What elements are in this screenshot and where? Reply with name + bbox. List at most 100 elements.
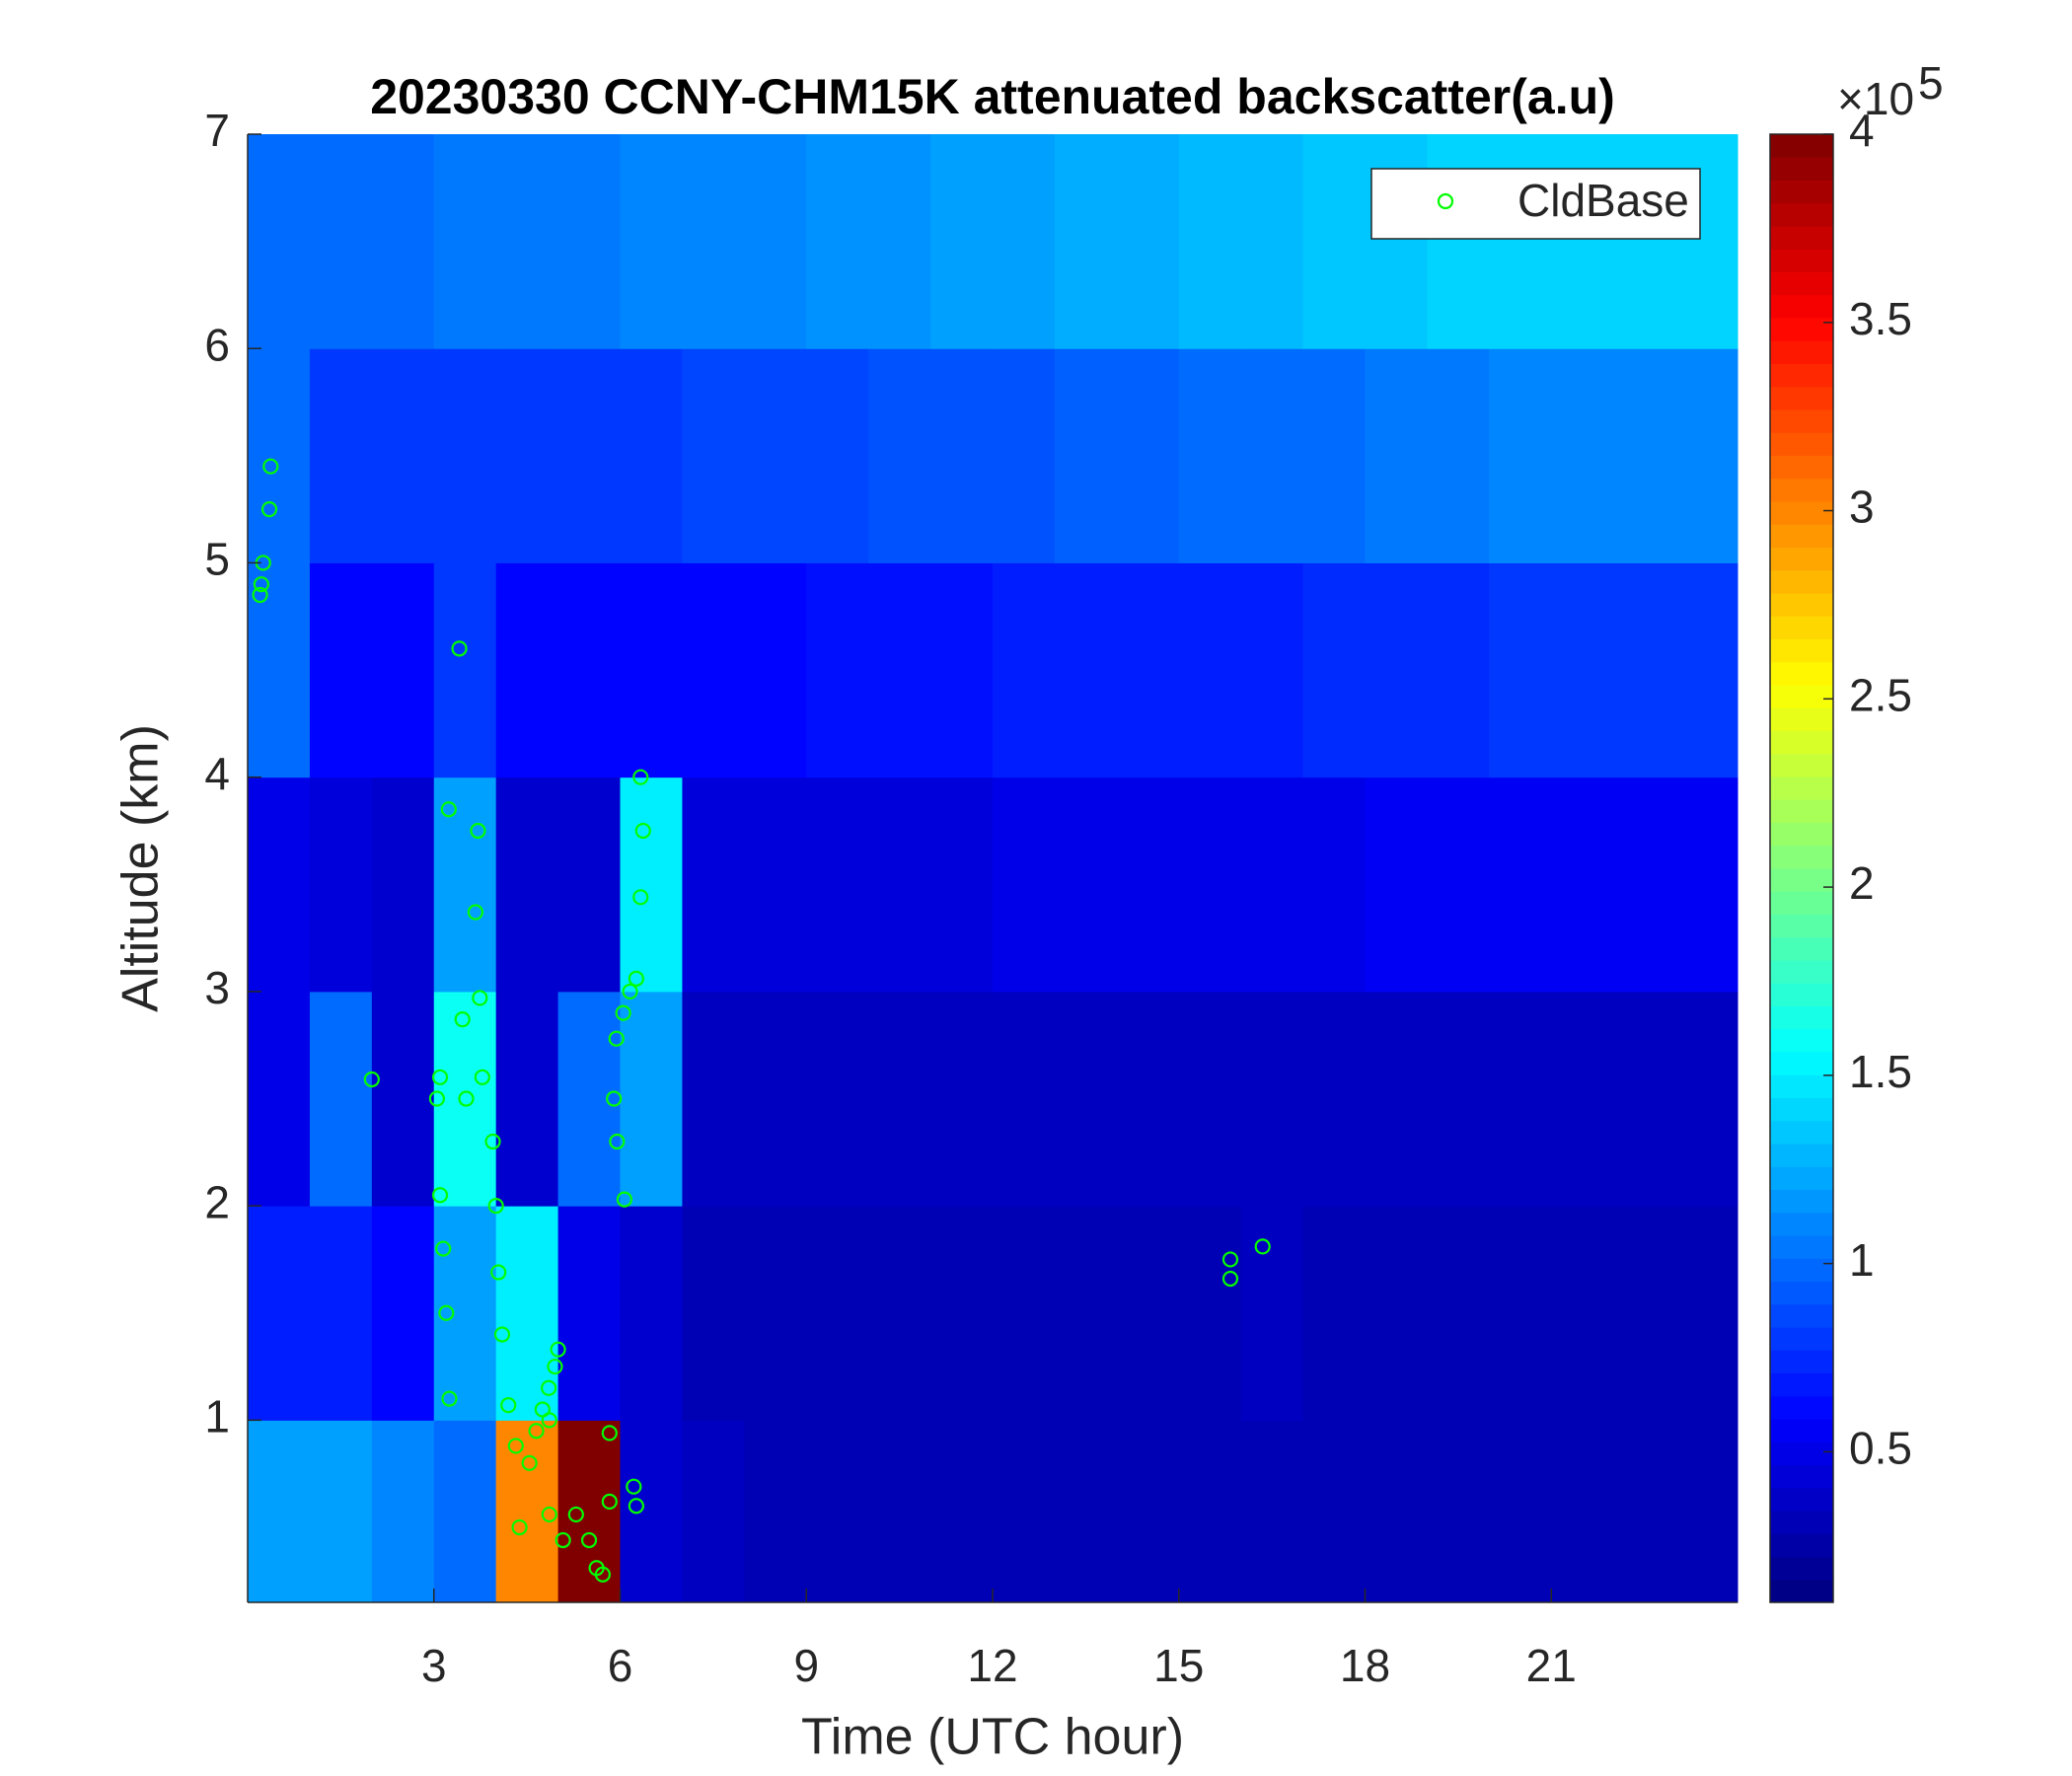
heatmap-cell [1116, 562, 1180, 778]
heatmap-cell [495, 1206, 559, 1421]
heatmap-cell [1302, 134, 1366, 349]
x-tick-label: 9 [793, 1640, 819, 1691]
colorbar-segment [1770, 1258, 1833, 1282]
heatmap-cell [620, 1206, 683, 1421]
heatmap-cell [1675, 1206, 1739, 1421]
heatmap-cell [1365, 134, 1428, 349]
colorbar-segment [1770, 1327, 1833, 1351]
x-axis-label: Time (UTC hour) [801, 1709, 1184, 1766]
colorbar-tick-label: 1.5 [1849, 1046, 1912, 1097]
colorbar-segment [1770, 1212, 1833, 1236]
heatmap-cell [1551, 1420, 1614, 1603]
colorbar-segment [1770, 1166, 1833, 1190]
cloud-base-point [541, 1379, 557, 1396]
cloud-base-point [441, 1390, 458, 1407]
cloud-base-point [472, 990, 488, 1006]
cloud-base-point [511, 1518, 528, 1536]
colorbar-segment [1770, 1419, 1833, 1443]
x-tick-label: 6 [608, 1640, 633, 1691]
heatmap-cell [1178, 134, 1242, 349]
colorbar-segment [1770, 226, 1833, 250]
cloud-base-point [500, 1397, 517, 1414]
heatmap-cell [620, 777, 683, 993]
heatmap-cell [309, 1420, 373, 1603]
heatmap-cell [371, 777, 435, 993]
heatmap-cell [620, 1420, 683, 1603]
cloud-base-point [609, 1133, 626, 1150]
colorbar-segment [1770, 318, 1833, 341]
heatmap-cell [1365, 991, 1428, 1207]
colorbar-segment [1770, 1281, 1833, 1305]
colorbar-segment [1770, 569, 1833, 594]
cloud-base-point [567, 1506, 584, 1523]
heatmap-cell [1427, 134, 1490, 349]
colorbar-segment [1770, 249, 1833, 272]
colorbar-segment [1770, 1052, 1833, 1075]
cloud-base-point [493, 1326, 511, 1343]
colorbar-segment [1770, 822, 1833, 847]
heatmap-cell [868, 134, 931, 349]
heatmap-cell [1489, 777, 1552, 993]
colorbar-segment [1770, 1442, 1833, 1465]
colorbar-segment [1770, 914, 1833, 938]
cloud-base-point [626, 1478, 642, 1495]
heatmap-cell [1551, 777, 1614, 993]
cloud-base-point [431, 1187, 449, 1204]
heatmap-cell [557, 348, 621, 563]
colorbar-segment [1770, 340, 1833, 364]
chart-title: 20230330 CCNY-CHM15K attenuated backscat… [370, 69, 1615, 124]
heatmap-cell [1675, 777, 1739, 993]
heatmap-cell [1489, 991, 1552, 1207]
heatmap-cell [682, 348, 745, 563]
cloud-base-point [470, 822, 486, 840]
heatmap-cell [371, 1206, 435, 1421]
heatmap-cell [930, 991, 994, 1207]
colorbar-segment [1770, 891, 1833, 915]
x-tick-label: 3 [421, 1640, 447, 1691]
heatmap-cell [1054, 991, 1118, 1207]
cloud-base-point [431, 1069, 449, 1085]
heatmap-cell [806, 777, 869, 993]
heatmap-cell [1240, 348, 1304, 563]
colorbar-segment [1770, 661, 1833, 686]
heatmap-cell [1302, 777, 1366, 993]
cloud-base-point [458, 1090, 475, 1107]
heatmap-cell [993, 134, 1056, 349]
y-axis-label: Altitude (km) [112, 724, 170, 1012]
cloud-base-point [260, 501, 278, 518]
cloud-base-point [632, 889, 649, 906]
x-tick-label: 18 [1340, 1640, 1390, 1691]
heatmap-cell [557, 1420, 621, 1603]
heatmap-cell [1613, 991, 1676, 1207]
heatmap-cell [1116, 991, 1180, 1207]
colorbar-segment [1770, 868, 1833, 892]
cloud-base-point [622, 983, 638, 1000]
colorbar-segment [1770, 1464, 1833, 1489]
cloud-base-point [428, 1090, 445, 1107]
heatmap-cell [433, 1206, 497, 1421]
heatmap-cell [1551, 562, 1614, 778]
y-tick-label: 6 [204, 319, 230, 370]
heatmap-cell [1675, 991, 1739, 1207]
heatmap-cell [433, 134, 497, 349]
colorbar-segment [1770, 983, 1833, 1006]
heatmap-cell [682, 134, 745, 349]
cloud-base-point [606, 1090, 623, 1107]
heatmap-cell [1365, 1420, 1428, 1603]
heatmap-cell [433, 777, 497, 993]
colorbar-segment [1770, 409, 1833, 433]
heatmap-cell [1116, 777, 1180, 993]
cloud-base-point [615, 1004, 631, 1021]
heatmap-cell [930, 1420, 994, 1603]
cloud-base-point [601, 1493, 618, 1511]
heatmap-cell [868, 562, 931, 778]
heatmap-cell [1427, 348, 1490, 563]
heatmap-cell [495, 562, 559, 778]
heatmap-cell [1551, 1206, 1614, 1421]
heatmap-cell [1427, 777, 1490, 993]
cloud-base-point [550, 1341, 566, 1358]
colorbar-segment [1770, 1579, 1833, 1603]
y-tick-label: 7 [204, 105, 230, 156]
heatmap-cell [1613, 134, 1676, 349]
heatmap-cell [495, 991, 559, 1207]
